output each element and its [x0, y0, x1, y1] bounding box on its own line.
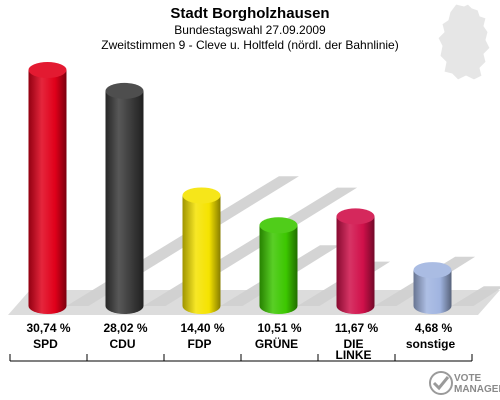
bar-spd — [28, 61, 67, 315]
watermark-line-1: VOTE — [454, 373, 482, 384]
value-label: 10,51 % — [257, 321, 301, 335]
bar-cdu — [105, 82, 144, 314]
bar-fdp — [182, 187, 221, 314]
watermark-text: VOTE MANAGER — [454, 373, 500, 395]
value-label: 4,68 % — [415, 321, 453, 335]
chart-subtitle-2: Zweitstimmen 9 - Cleve u. Holtfeld (nörd… — [101, 38, 399, 52]
value-label: 11,67 % — [335, 321, 379, 335]
bar-sonstige — [413, 262, 452, 314]
bar-die-linke — [336, 208, 375, 314]
value-label: 28,02 % — [103, 321, 147, 335]
germany-map-icon — [437, 3, 491, 81]
category-label: SPD — [33, 337, 58, 351]
value-label: 14,40 % — [180, 321, 224, 335]
vote-manager-logo-icon — [429, 371, 453, 395]
category-label: DIE LINKE — [336, 337, 372, 362]
watermark-line-2: MANAGER — [454, 384, 500, 395]
category-label: sonstige — [406, 337, 456, 351]
category-label: GRÜNE — [255, 336, 298, 351]
chart-subtitle: Bundestagswahl 27.09.2009 — [174, 23, 326, 37]
bar-shadow — [451, 286, 500, 306]
chart-title: Stadt Borgholzhausen — [170, 5, 330, 22]
value-label: 30,74 % — [26, 321, 70, 335]
category-label: CDU — [110, 337, 136, 351]
category-label: FDP — [188, 337, 212, 351]
bar-grüne — [259, 217, 298, 314]
